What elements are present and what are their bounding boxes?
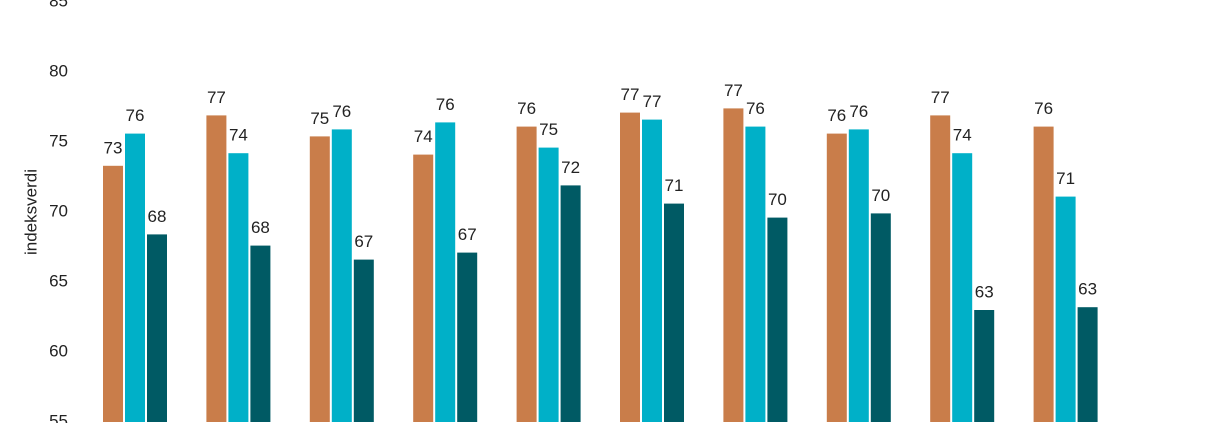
bar	[620, 112, 640, 422]
y-tick-label: 60	[49, 341, 68, 360]
value-label: 76	[436, 95, 455, 114]
bar	[309, 136, 330, 422]
bar	[228, 153, 249, 422]
bar	[745, 126, 766, 422]
bar	[353, 259, 374, 422]
y-tick-label: 85	[49, 0, 68, 10]
value-label: 74	[229, 126, 248, 145]
value-label: 75	[310, 109, 329, 128]
bar	[1033, 126, 1054, 422]
y-tick-label: 65	[49, 271, 68, 290]
bar	[538, 147, 559, 422]
bar	[250, 245, 271, 422]
bar	[930, 115, 951, 423]
bar	[560, 185, 581, 422]
value-label: 71	[1056, 169, 1075, 188]
value-label: 77	[621, 85, 640, 104]
value-label: 70	[871, 186, 890, 205]
value-label: 71	[665, 176, 684, 195]
value-label: 77	[931, 88, 950, 107]
value-label: 76	[746, 99, 765, 118]
value-label: 76	[827, 106, 846, 125]
bar	[974, 310, 995, 422]
value-label: 70	[768, 190, 787, 209]
value-label: 77	[643, 92, 662, 111]
bar	[723, 108, 744, 423]
bar	[848, 129, 869, 422]
bar	[952, 153, 973, 422]
value-label: 76	[1034, 99, 1053, 118]
bar	[125, 133, 145, 422]
bar	[664, 203, 684, 422]
bar	[147, 234, 167, 422]
value-label: 73	[104, 138, 123, 157]
value-label: 63	[975, 282, 994, 301]
value-label: 68	[251, 218, 270, 237]
y-axis-label: indeksverdi	[21, 169, 40, 255]
bar	[435, 122, 456, 423]
value-label: 76	[517, 99, 536, 118]
value-label: 77	[207, 88, 226, 107]
value-label: 67	[458, 225, 477, 244]
bar	[206, 115, 227, 423]
value-label: 75	[539, 120, 558, 139]
bar	[642, 119, 662, 422]
bar	[870, 213, 891, 422]
value-label: 74	[414, 127, 433, 146]
value-label: 74	[953, 126, 972, 145]
bar	[457, 252, 478, 422]
value-label: 76	[849, 102, 868, 121]
y-tick-label: 70	[49, 201, 68, 220]
value-label: 76	[332, 102, 351, 121]
bar	[103, 165, 123, 423]
value-label: 67	[354, 232, 373, 251]
value-label: 63	[1078, 280, 1097, 299]
value-label: 68	[148, 207, 167, 226]
y-tick-label: 80	[49, 61, 68, 80]
value-label: 72	[561, 158, 580, 177]
bar	[826, 133, 847, 422]
bar	[516, 126, 537, 422]
value-label: 76	[126, 106, 145, 125]
y-tick-label: 55	[49, 411, 68, 423]
bar	[1055, 196, 1076, 422]
bar	[1077, 307, 1098, 422]
y-tick-label: 75	[49, 131, 68, 150]
value-label: 77	[724, 81, 743, 100]
bar	[767, 217, 788, 422]
bar	[413, 154, 434, 422]
bar	[331, 129, 352, 422]
